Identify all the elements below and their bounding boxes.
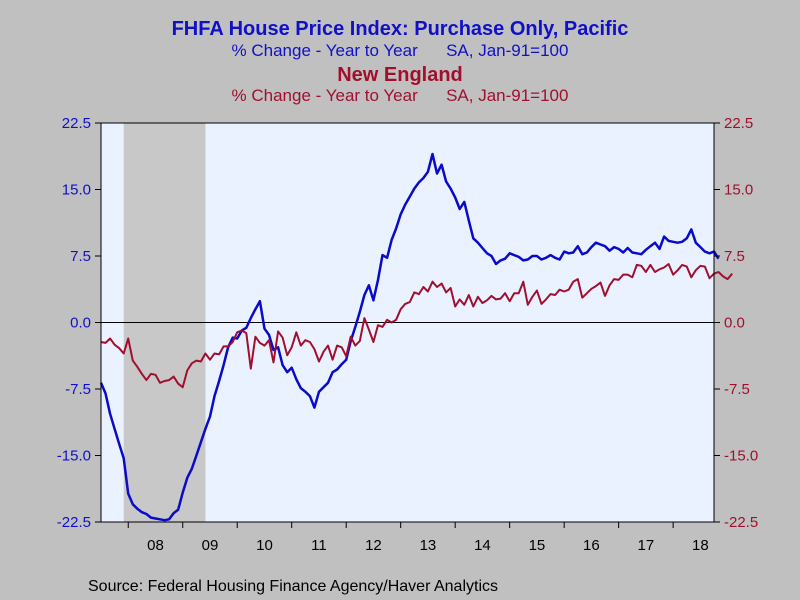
source-note: Source: Federal Housing Finance Agency/H… [88, 578, 498, 595]
ytick-label-right: 22.5 [724, 115, 753, 132]
xtick-label: 09 [202, 537, 219, 554]
series-line-new-england [100, 263, 733, 389]
xtick-label: 10 [256, 537, 273, 554]
ytick-label-left: -15.0 [57, 448, 91, 465]
chart-subtitle-secondary: % Change - Year to Year SA, Jan-91=100 [231, 86, 569, 105]
xtick-label: 12 [365, 537, 382, 554]
ytick-label-left: 0.0 [70, 315, 91, 332]
ytick-label-left: 15.0 [62, 182, 91, 199]
chart-title-secondary: New England [337, 64, 463, 86]
xtick-label: 14 [474, 537, 491, 554]
ytick-label-left: -22.5 [57, 514, 91, 531]
ytick-label-left: 7.5 [70, 248, 91, 265]
xtick-label: 18 [692, 537, 709, 554]
ytick-label-left: -7.5 [65, 381, 91, 398]
chart-subtitle: % Change - Year to Year SA, Jan-91=100 [231, 41, 569, 60]
xtick-label: 11 [311, 537, 327, 554]
xtick-label: 15 [529, 537, 546, 554]
ytick-label-right: 15.0 [724, 182, 753, 199]
xtick-label: 13 [420, 537, 437, 554]
ytick-label-right: 0.0 [724, 315, 745, 332]
xtick-label: 08 [147, 537, 164, 554]
xtick-label: 16 [583, 537, 600, 554]
xtick-label: 17 [638, 537, 655, 554]
ytick-label-right: -15.0 [724, 448, 758, 465]
chart-title: FHFA House Price Index: Purchase Only, P… [171, 18, 629, 40]
series-line-pacific [99, 152, 720, 522]
ytick-label-right: -7.5 [724, 381, 750, 398]
ytick-label-right: -22.5 [724, 514, 758, 531]
ytick-label-right: 7.5 [724, 248, 745, 265]
ytick-label-left: 22.5 [62, 115, 91, 132]
